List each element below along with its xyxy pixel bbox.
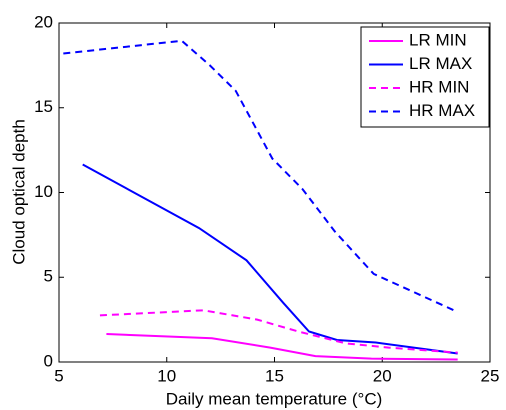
legend-label: HR MIN: [409, 77, 469, 96]
series-line: [106, 333, 458, 361]
x-tick-label: 25: [481, 366, 500, 385]
series-line: [82, 163, 458, 355]
y-axis-label: Cloud optical depth: [9, 119, 28, 265]
series-line: [63, 39, 459, 313]
x-tick-label: 15: [265, 366, 284, 385]
y-tick-label: 15: [34, 97, 53, 116]
legend-label: LR MIN: [409, 30, 467, 49]
y-tick-label: 20: [34, 12, 53, 31]
y-tick-label: 10: [34, 182, 53, 201]
series-line: [99, 309, 458, 354]
x-tick-label: 5: [54, 366, 63, 385]
x-tick-label: 10: [157, 366, 176, 385]
legend-label: HR MAX: [409, 101, 475, 120]
legend-label: LR MAX: [409, 54, 472, 73]
y-tick-label: 5: [44, 267, 53, 286]
x-axis-label: Daily mean temperature (°C): [166, 389, 383, 408]
x-tick-label: 20: [373, 366, 392, 385]
y-tick-label: 0: [44, 351, 53, 370]
legend-box: [360, 26, 490, 128]
